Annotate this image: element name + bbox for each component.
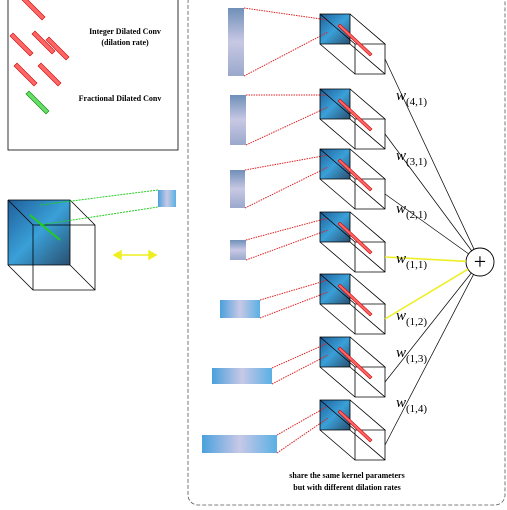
kernel-glyph [9, 32, 34, 57]
patch [230, 240, 246, 260]
caption-line: share the same kernel parameters [289, 471, 404, 480]
edge [384, 274, 474, 446]
weight-subscript: (1,4) [406, 403, 427, 415]
branch: w(1,3) [212, 272, 472, 398]
patch [230, 170, 245, 208]
weight-symbol: w [396, 201, 406, 217]
branch: w(4,1) [228, 7, 475, 250]
kernel-glyph [37, 62, 62, 87]
kernel [337, 283, 373, 317]
group-box [187, 0, 506, 506]
weight-subscript: (1,2) [406, 316, 427, 328]
weight-subscript: (3,1) [406, 156, 427, 168]
projection [271, 342, 329, 369]
edge [384, 133, 472, 251]
kernel-glyph [21, 0, 46, 21]
edge [384, 193, 469, 255]
branch: w(2,1) [230, 148, 469, 255]
kernel-glyph [31, 30, 56, 55]
projection [243, 7, 329, 21]
weight-label: w(1,4) [396, 395, 427, 415]
kernel [337, 346, 373, 380]
projection [259, 279, 329, 301]
patch [228, 8, 244, 76]
projection [245, 217, 329, 241]
kernel [337, 98, 373, 132]
double-arrow [112, 249, 158, 261]
projection [245, 229, 329, 261]
projection [271, 354, 329, 385]
projection [276, 417, 329, 454]
kernel-glyph [45, 36, 70, 61]
legend-integer-note: (dilation rate) [101, 38, 149, 47]
cube [319, 148, 387, 210]
weight-symbol: w [396, 395, 406, 411]
sum-node [465, 247, 495, 277]
weight-label: w(1,3) [396, 345, 427, 365]
projection [276, 405, 329, 436]
kernel [337, 221, 373, 255]
kernel-glyph [13, 62, 38, 87]
cube [319, 399, 387, 461]
weight-symbol: w [396, 148, 406, 164]
edge [384, 272, 472, 383]
patch [202, 435, 277, 453]
cube [319, 336, 387, 398]
legend-integer: Integer Dilated Conv [89, 27, 161, 36]
weight-label: w(4,1) [396, 88, 427, 108]
edge [384, 268, 469, 320]
edge [384, 58, 475, 250]
patch [230, 95, 246, 145]
branch: w(1,4) [202, 274, 474, 461]
cube [319, 273, 387, 335]
cube [319, 211, 387, 273]
cube [319, 13, 387, 75]
patch [220, 300, 260, 318]
kernel-glyph [25, 90, 50, 115]
input-cube [7, 189, 176, 291]
projection [243, 31, 329, 77]
projection [259, 291, 329, 319]
kernel [337, 409, 373, 443]
caption-line: but with different dilation rates [293, 483, 400, 492]
weight-symbol: w [396, 88, 406, 104]
weight-subscript: (1,3) [406, 353, 427, 365]
weight-subscript: (2,1) [406, 209, 427, 221]
kernel [337, 158, 373, 192]
edge [384, 256, 467, 263]
branch: w(3,1) [230, 88, 472, 251]
weight-label: w(2,1) [396, 201, 427, 221]
legend-fractional: Fractional Dilated Conv [79, 94, 162, 103]
projection [244, 166, 329, 209]
weight-label: w(1,2) [396, 308, 427, 328]
weight-subscript: (1,1) [406, 259, 427, 271]
cube [319, 88, 387, 150]
patch [212, 368, 272, 384]
weight-label: w(1,1) [396, 251, 427, 271]
weight-subscript: (4,1) [406, 96, 427, 108]
weight-symbol: w [396, 251, 406, 267]
weight-label: w(3,1) [396, 148, 427, 168]
weight-symbol: w [396, 308, 406, 324]
branch: w(1,2) [220, 268, 469, 335]
kernel [337, 23, 373, 57]
projection [245, 106, 329, 146]
branch: w(1,1) [230, 211, 467, 273]
weight-symbol: w [396, 345, 406, 361]
projection [244, 154, 329, 171]
legend-box [7, 0, 179, 151]
sum-symbol: + [474, 249, 486, 274]
